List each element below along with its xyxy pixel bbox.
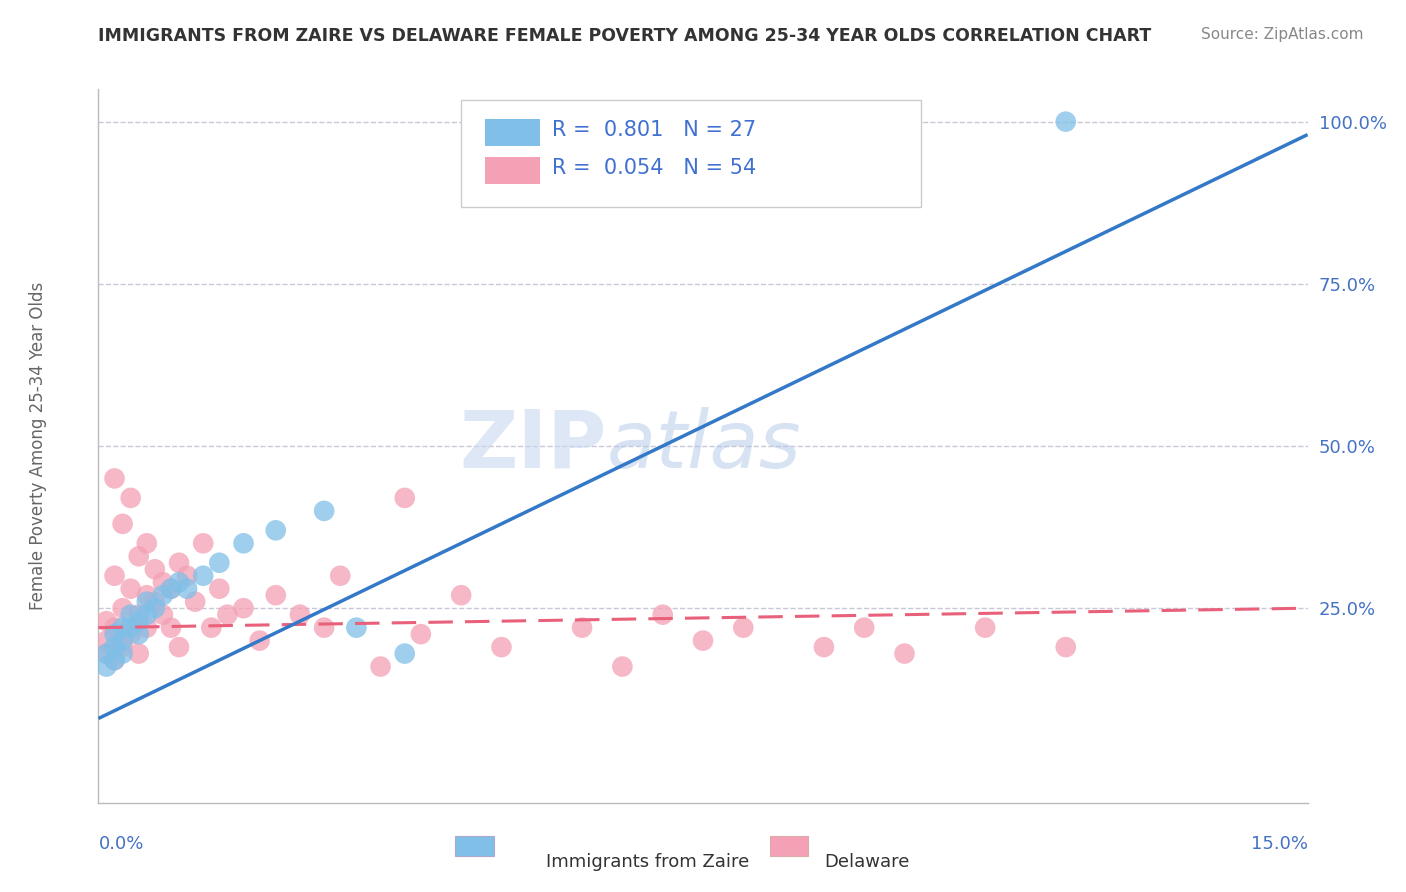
Point xyxy=(111,621,134,635)
Text: 0.0%: 0.0% xyxy=(98,835,143,853)
Point xyxy=(193,536,215,550)
Point xyxy=(103,568,125,582)
Point xyxy=(103,653,125,667)
Point xyxy=(128,627,150,641)
Point xyxy=(111,633,134,648)
Point xyxy=(128,607,150,622)
Point xyxy=(135,607,157,622)
Point xyxy=(491,640,513,654)
Point xyxy=(96,647,118,661)
Point xyxy=(893,647,915,661)
Point xyxy=(264,588,287,602)
Point xyxy=(152,575,174,590)
Point xyxy=(314,621,336,635)
Point xyxy=(167,556,190,570)
Point xyxy=(314,504,336,518)
Point xyxy=(103,471,125,485)
Point xyxy=(128,614,150,628)
Point xyxy=(167,575,190,590)
Point xyxy=(120,491,142,505)
Text: ZIP: ZIP xyxy=(458,407,606,485)
Point xyxy=(200,621,222,635)
Point xyxy=(813,640,835,654)
Point xyxy=(160,582,183,596)
Point xyxy=(128,647,150,661)
Point xyxy=(1054,640,1077,654)
Point xyxy=(208,582,231,596)
Text: R =  0.054   N = 54: R = 0.054 N = 54 xyxy=(553,158,756,178)
Point xyxy=(120,621,142,635)
Point xyxy=(329,568,352,582)
Point xyxy=(394,491,416,505)
Point xyxy=(232,536,254,550)
Point xyxy=(143,601,166,615)
Bar xyxy=(456,837,494,856)
Point xyxy=(176,568,198,582)
Point xyxy=(692,633,714,648)
Point xyxy=(288,607,311,622)
Text: Female Poverty Among 25-34 Year Olds: Female Poverty Among 25-34 Year Olds xyxy=(30,282,46,610)
Point xyxy=(111,647,134,661)
Point xyxy=(394,647,416,661)
Text: atlas: atlas xyxy=(606,407,801,485)
Point xyxy=(96,633,118,648)
Text: Source: ZipAtlas.com: Source: ZipAtlas.com xyxy=(1201,27,1364,42)
Text: 15.0%: 15.0% xyxy=(1250,835,1308,853)
Point xyxy=(103,621,125,635)
Text: Delaware: Delaware xyxy=(824,853,910,871)
Point xyxy=(128,549,150,564)
Point xyxy=(152,607,174,622)
Point xyxy=(193,568,215,582)
Point xyxy=(450,588,472,602)
Point xyxy=(111,516,134,531)
Point xyxy=(135,588,157,602)
Point xyxy=(160,582,183,596)
Point xyxy=(120,627,142,641)
FancyBboxPatch shape xyxy=(461,100,921,207)
Point xyxy=(1054,114,1077,128)
Bar xyxy=(485,120,540,146)
Text: Immigrants from Zaire: Immigrants from Zaire xyxy=(546,853,749,871)
Point xyxy=(103,653,125,667)
Point xyxy=(249,633,271,648)
Text: IMMIGRANTS FROM ZAIRE VS DELAWARE FEMALE POVERTY AMONG 25-34 YEAR OLDS CORRELATI: IMMIGRANTS FROM ZAIRE VS DELAWARE FEMALE… xyxy=(98,27,1152,45)
Point xyxy=(974,621,997,635)
Point xyxy=(612,659,634,673)
Point xyxy=(120,582,142,596)
Point xyxy=(103,640,125,654)
Point xyxy=(135,621,157,635)
Point xyxy=(167,640,190,654)
Point xyxy=(264,524,287,538)
Bar xyxy=(485,157,540,184)
Point xyxy=(103,627,125,641)
Point xyxy=(143,562,166,576)
Point xyxy=(160,621,183,635)
Point xyxy=(853,621,876,635)
Point xyxy=(143,595,166,609)
Point xyxy=(571,621,593,635)
Point xyxy=(232,601,254,615)
Bar xyxy=(769,837,808,856)
Point xyxy=(96,647,118,661)
Point xyxy=(344,621,367,635)
Point xyxy=(651,607,673,622)
Point xyxy=(135,536,157,550)
Point xyxy=(733,621,755,635)
Point xyxy=(409,627,432,641)
Point xyxy=(184,595,207,609)
Point xyxy=(176,582,198,596)
Point xyxy=(370,659,392,673)
Point xyxy=(96,659,118,673)
Point xyxy=(135,595,157,609)
Text: R =  0.801   N = 27: R = 0.801 N = 27 xyxy=(553,120,756,140)
Point xyxy=(217,607,239,622)
Point xyxy=(152,588,174,602)
Point xyxy=(96,614,118,628)
Point xyxy=(111,640,134,654)
Point xyxy=(111,601,134,615)
Point xyxy=(208,556,231,570)
Point xyxy=(120,607,142,622)
